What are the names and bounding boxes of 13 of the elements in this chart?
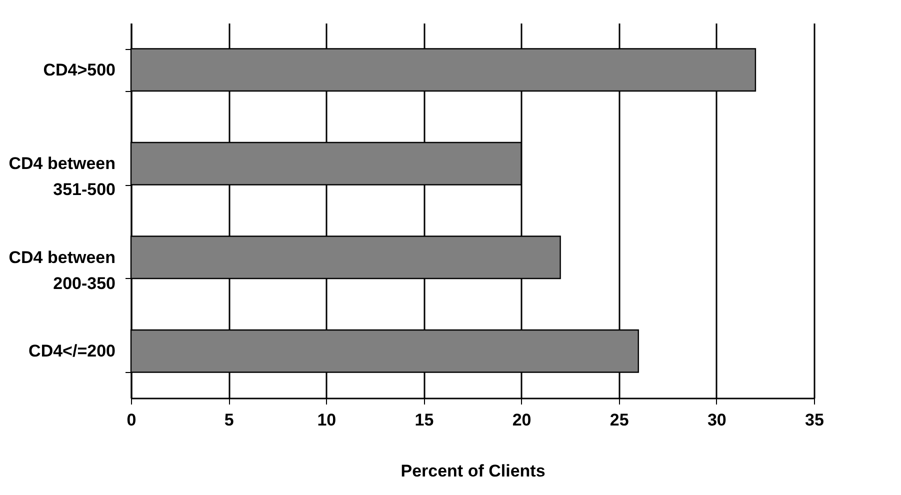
x-tick-label: 25 — [610, 410, 629, 430]
x-tick-label: 30 — [707, 410, 726, 430]
x-tick-label: 20 — [512, 410, 532, 430]
x-axis-title: Percent of Clients — [400, 462, 546, 480]
y-tick-label: CD4 between 200-350 — [8, 248, 116, 293]
x-tick-label: 10 — [317, 410, 336, 430]
y-tick-label: CD4>500 — [43, 60, 116, 80]
x-tick-label: 35 — [805, 410, 824, 430]
y-tick-label: CD4</=200 — [28, 342, 116, 361]
y-tick-label: CD4 between 351-500 — [8, 154, 116, 200]
x-tick-label: 5 — [224, 410, 234, 430]
x-tick-label: 0 — [126, 410, 136, 430]
x-tick-label: 15 — [414, 410, 434, 430]
